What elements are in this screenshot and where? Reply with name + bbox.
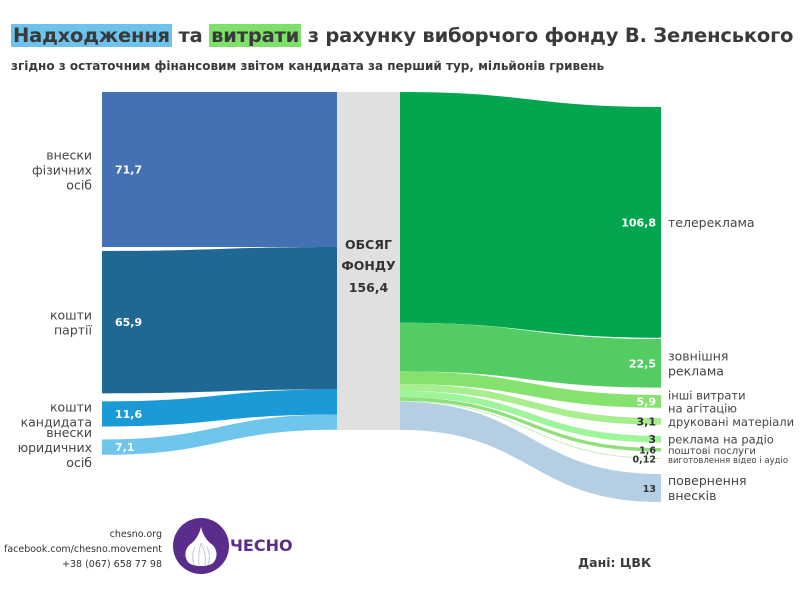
chesno-logo-text: ЧЕСНО (230, 536, 293, 555)
fund-label-line1: ОБСЯГ (345, 237, 392, 252)
inflow-label: юридичних (18, 440, 92, 455)
contact-website[interactable]: chesno.org (109, 529, 162, 540)
outflow-label: виготовлення відео і аудіо (668, 456, 788, 466)
title-expenses-highlight: витрати (209, 24, 302, 47)
inflow-band (102, 92, 337, 247)
outflow-label: зовнішня (668, 348, 728, 363)
outflow-value: 22,5 (629, 357, 656, 370)
inflow-label: внески (46, 147, 92, 162)
outflow-value: 13 (643, 484, 656, 495)
inflow-band (102, 246, 337, 394)
outflow-label: внесків (668, 488, 717, 503)
fund-total-bar (337, 92, 400, 430)
title-income-highlight: Надходження (11, 24, 172, 47)
chart-subtitle: згідно з остаточним фінансовим звітом ка… (11, 59, 605, 73)
inflow-value: 11,6 (115, 408, 142, 421)
data-source: Дані: ЦВК (578, 555, 652, 570)
inflow-value: 7,1 (115, 441, 135, 454)
outflow-value: 106,8 (621, 216, 656, 229)
outflow-label: друковані матеріали (668, 415, 794, 429)
inflow-label: осіб (66, 455, 92, 470)
outflow-label: поштові послуги (668, 445, 756, 457)
outflow-label: реклама (668, 363, 724, 378)
chart-title: Надходження та витрати з рахунку виборчо… (11, 24, 793, 47)
outflow-band (400, 92, 661, 338)
outflow-value: 3 (648, 433, 656, 446)
outflow-label: телереклама (668, 215, 755, 230)
outflow-value: 3,1 (637, 415, 657, 428)
inflow-label: кошти (50, 308, 92, 323)
inflow-label: кандидата (21, 414, 92, 429)
outflow-value: 5,9 (637, 395, 657, 408)
contact-facebook[interactable]: facebook.com/chesno.movement (3, 544, 162, 555)
inflow-value: 65,9 (115, 316, 142, 329)
contacts-block: chesno.org facebook.com/chesno.movement … (4, 527, 162, 572)
fund-total-label: ОБСЯГ ФОНДУ 156,4 (341, 237, 396, 295)
inflow-value: 71,7 (115, 163, 142, 176)
outflow-band (400, 390, 661, 443)
chesno-logo-icon (173, 518, 229, 574)
fund-label-line2: ФОНДУ (341, 258, 396, 273)
outflow-band (400, 371, 661, 408)
outflow-label: повернення (668, 473, 747, 488)
outflow-label: інші витрати (668, 388, 746, 402)
outflow-band (400, 400, 661, 459)
outflow-value: 1,6 (639, 446, 656, 457)
outflow-label: на агітацію (668, 401, 737, 415)
outflow-band (400, 397, 661, 452)
inflow-label: фізичних (32, 162, 92, 177)
flows-layer (102, 92, 661, 503)
outflow-band (400, 384, 661, 425)
inflow-band (102, 414, 337, 455)
outflow-value: 0,12 (633, 455, 656, 466)
outflow-label: реклама на радіо (668, 433, 774, 447)
title-connector: та (171, 24, 210, 47)
inflow-label: внески (46, 425, 92, 440)
labels-layer: 71,7внескифізичнихосіб65,9коштипартії11,… (18, 147, 795, 503)
inflow-band (102, 389, 337, 427)
outflow-band (400, 322, 661, 388)
contact-phone: +38 (067) 658 77 98 (62, 559, 162, 570)
fund-value: 156,4 (349, 280, 389, 295)
outflow-band (400, 401, 661, 503)
inflow-label: партії (54, 323, 93, 338)
inflow-label: кошти (50, 399, 92, 414)
title-rest: з рахунку виборчого фонду В. Зеленського (301, 24, 794, 47)
inflow-label: осіб (66, 177, 92, 192)
